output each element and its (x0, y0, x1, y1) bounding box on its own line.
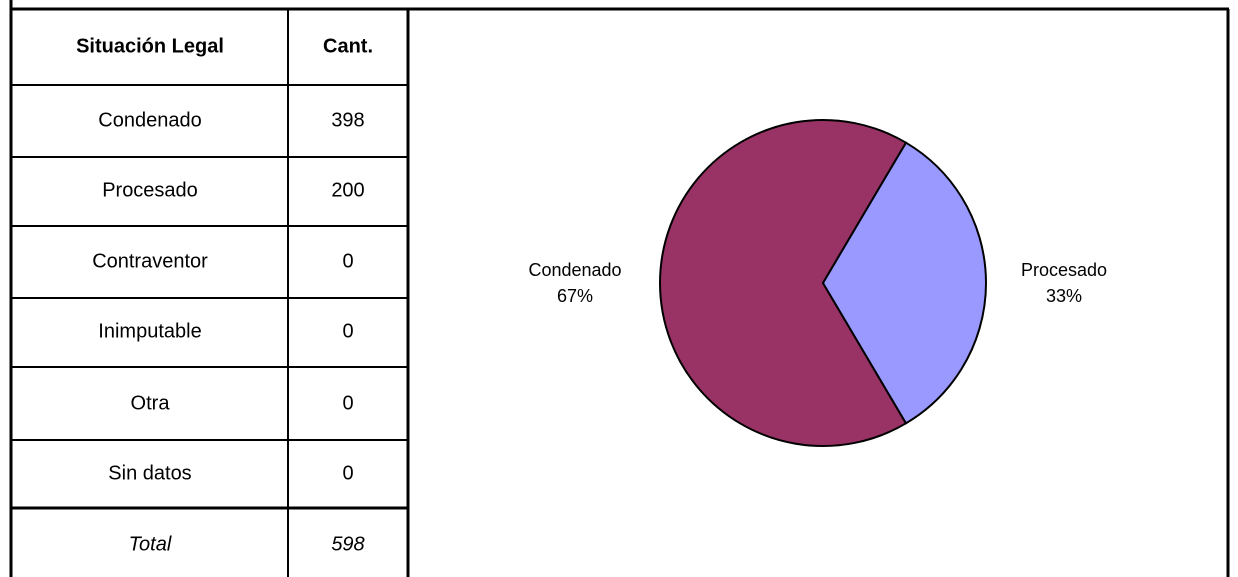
row-value: 0 (342, 392, 353, 414)
slice-value: 67% (557, 286, 593, 306)
header-cell: Situación Legal (76, 35, 224, 57)
row-label: Procesado (102, 179, 198, 201)
row-label: Condenado (98, 109, 201, 131)
row-label: Inimputable (98, 320, 201, 342)
total-value: 598 (331, 533, 364, 555)
row-label: Contraventor (92, 250, 208, 272)
header-cell: Cant. (323, 35, 373, 57)
row-label: Otra (131, 392, 171, 414)
slice-label: Procesado (1021, 260, 1107, 280)
row-value: 200 (331, 179, 364, 201)
slice-value: 33% (1046, 286, 1082, 306)
pie-slice (821, 141, 987, 425)
slice-label: Condenado (528, 260, 621, 280)
pie-slice (659, 119, 908, 447)
row-value: 398 (331, 109, 364, 131)
frame (9, 0, 1230, 577)
row-value: 0 (342, 250, 353, 272)
row-label: Sin datos (108, 462, 191, 484)
total-label: Total (129, 533, 172, 555)
row-value: 0 (342, 320, 353, 342)
row-value: 0 (342, 462, 353, 484)
